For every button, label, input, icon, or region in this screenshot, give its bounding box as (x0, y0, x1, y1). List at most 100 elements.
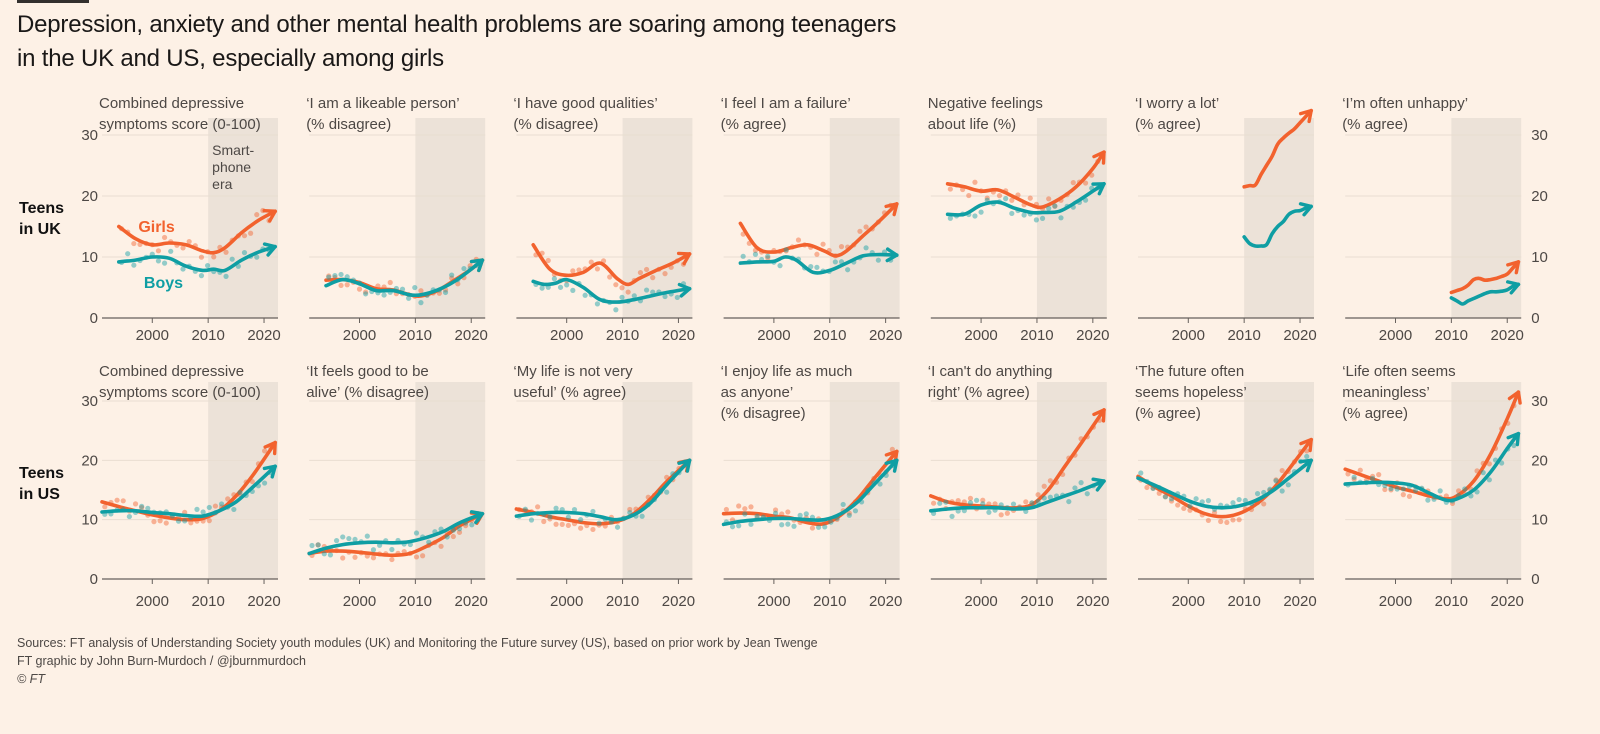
boys-data-point (863, 245, 869, 251)
girls-data-point (340, 555, 346, 561)
boys-arrowhead (469, 510, 485, 525)
girls-data-point (413, 554, 420, 560)
boys-data-point (779, 522, 785, 528)
girls-data-point (576, 267, 582, 273)
boys-trend-line (307, 511, 485, 556)
girls-arrowhead (1299, 437, 1313, 453)
panel-title-line-1: ‘My life is not very (513, 363, 633, 380)
boys-data-point (309, 542, 315, 549)
panel-us-3: 2000 2010 2020 ‘My life is not very useful’ … (513, 363, 695, 610)
girls-data-point (1351, 476, 1357, 482)
girls-data-point (1376, 472, 1382, 478)
girls-arrowhead (884, 202, 899, 217)
x-tick-label-2010: 2010 (813, 593, 846, 610)
x-tick-label-2000: 2000 (1379, 593, 1412, 610)
girls-data-point (163, 520, 169, 526)
girls-trend-line (307, 511, 485, 558)
girls-data-point (625, 289, 631, 295)
panel-title-line-2: symptoms score (0-100) (99, 384, 261, 401)
boys-data-point (791, 523, 797, 529)
boys-series-label: Boys (144, 275, 183, 292)
boys-data-point (1388, 485, 1394, 492)
boys-data-point (803, 511, 809, 517)
x-tick-label-2020: 2020 (1491, 593, 1524, 610)
boys-data-point (777, 263, 783, 269)
boys-data-point (1150, 485, 1156, 492)
y-tick-label-left-0: 0 (90, 310, 98, 327)
sources-note: Sources: FT analysis of Understanding So… (17, 636, 818, 650)
girls-data-point (1082, 180, 1089, 186)
girls-data-point (389, 556, 395, 563)
girls-data-point (814, 251, 820, 257)
y-tick-label-right-20: 20 (1531, 452, 1548, 469)
girls-data-point (1144, 484, 1150, 491)
boys-data-point (389, 546, 395, 553)
boys-data-point (539, 285, 545, 291)
row-label-uk-line2: in UK (19, 221, 61, 238)
x-tick-label-2000: 2000 (1379, 327, 1412, 344)
girls-data-point (344, 282, 350, 288)
boys-data-point (752, 251, 759, 257)
chart-title: Depression, anxiety and other mental hea… (17, 11, 897, 72)
girls-data-point (1027, 195, 1033, 201)
boys-data-point (442, 289, 449, 296)
girls-data-point (132, 501, 139, 507)
smartphone-era-shading (208, 118, 278, 318)
x-tick-label-2000: 2000 (757, 327, 790, 344)
boys-data-point (845, 267, 851, 273)
panel-uk-3: 2000 2010 2020 ‘I have good qualities’ (% di… (513, 95, 695, 344)
panel-uk-5: 2000 2010 2020 Negative feelings about life … (928, 95, 1110, 344)
girls-data-point (578, 525, 584, 531)
x-tick-label-2020: 2020 (869, 327, 902, 344)
boys-data-point (126, 513, 132, 520)
girls-data-point (326, 273, 332, 279)
girls-data-point (1168, 498, 1175, 504)
girls-trend-line (738, 202, 899, 258)
boys-data-point (547, 514, 553, 520)
girls-data-point (338, 282, 344, 289)
boys-data-point (664, 489, 670, 495)
x-tick-label-2020: 2020 (247, 593, 280, 610)
boys-data-point (614, 524, 621, 530)
boys-data-point (783, 247, 789, 253)
boys-data-point (1138, 470, 1144, 476)
smartphone-era-shading (622, 118, 693, 318)
y-tick-label-left-0: 0 (90, 571, 98, 588)
x-tick-label-2000: 2000 (343, 327, 376, 344)
girls-data-point (588, 259, 594, 265)
boys-data-point (949, 513, 955, 519)
girls-data-point (139, 505, 145, 511)
boys-data-point (1400, 486, 1406, 492)
girls-data-point (535, 504, 541, 510)
boys-data-point (1285, 482, 1291, 488)
boys-arrowhead (1091, 477, 1106, 492)
boys-data-point (972, 213, 978, 219)
panel-title-line-1: ‘I can't do anything (928, 363, 1053, 380)
boys-data-point (1162, 494, 1168, 500)
row-label-us: Teens in US (19, 463, 64, 505)
boys-arrowhead (885, 247, 899, 263)
boys-data-point (241, 250, 248, 256)
panel-title-line-1: ‘Life often seems (1342, 363, 1455, 380)
boys-data-point (765, 253, 771, 259)
boys-data-point (461, 265, 467, 272)
girls-data-point (120, 498, 126, 504)
boys-data-point (332, 273, 338, 279)
boys-data-point (200, 509, 206, 515)
x-tick-label-2000: 2000 (1172, 593, 1205, 610)
boys-data-point (1236, 496, 1242, 503)
panel-title-line-1: Combined depressive (99, 363, 244, 380)
boys-data-point (1047, 494, 1053, 500)
girls-data-point (980, 497, 986, 503)
girls-arrowhead (676, 251, 692, 266)
boys-data-point (1499, 460, 1505, 466)
boys-arrowhead (262, 464, 277, 479)
girls-data-point (1230, 517, 1236, 523)
boys-trend-line (117, 244, 277, 273)
girls-data-point (161, 234, 168, 241)
boys-data-point (327, 552, 334, 558)
boys-arrowhead (262, 242, 277, 257)
row-label-us-line1: Teens (19, 465, 65, 482)
girls-trend-line (945, 150, 1106, 210)
boys-data-point (1462, 486, 1468, 492)
